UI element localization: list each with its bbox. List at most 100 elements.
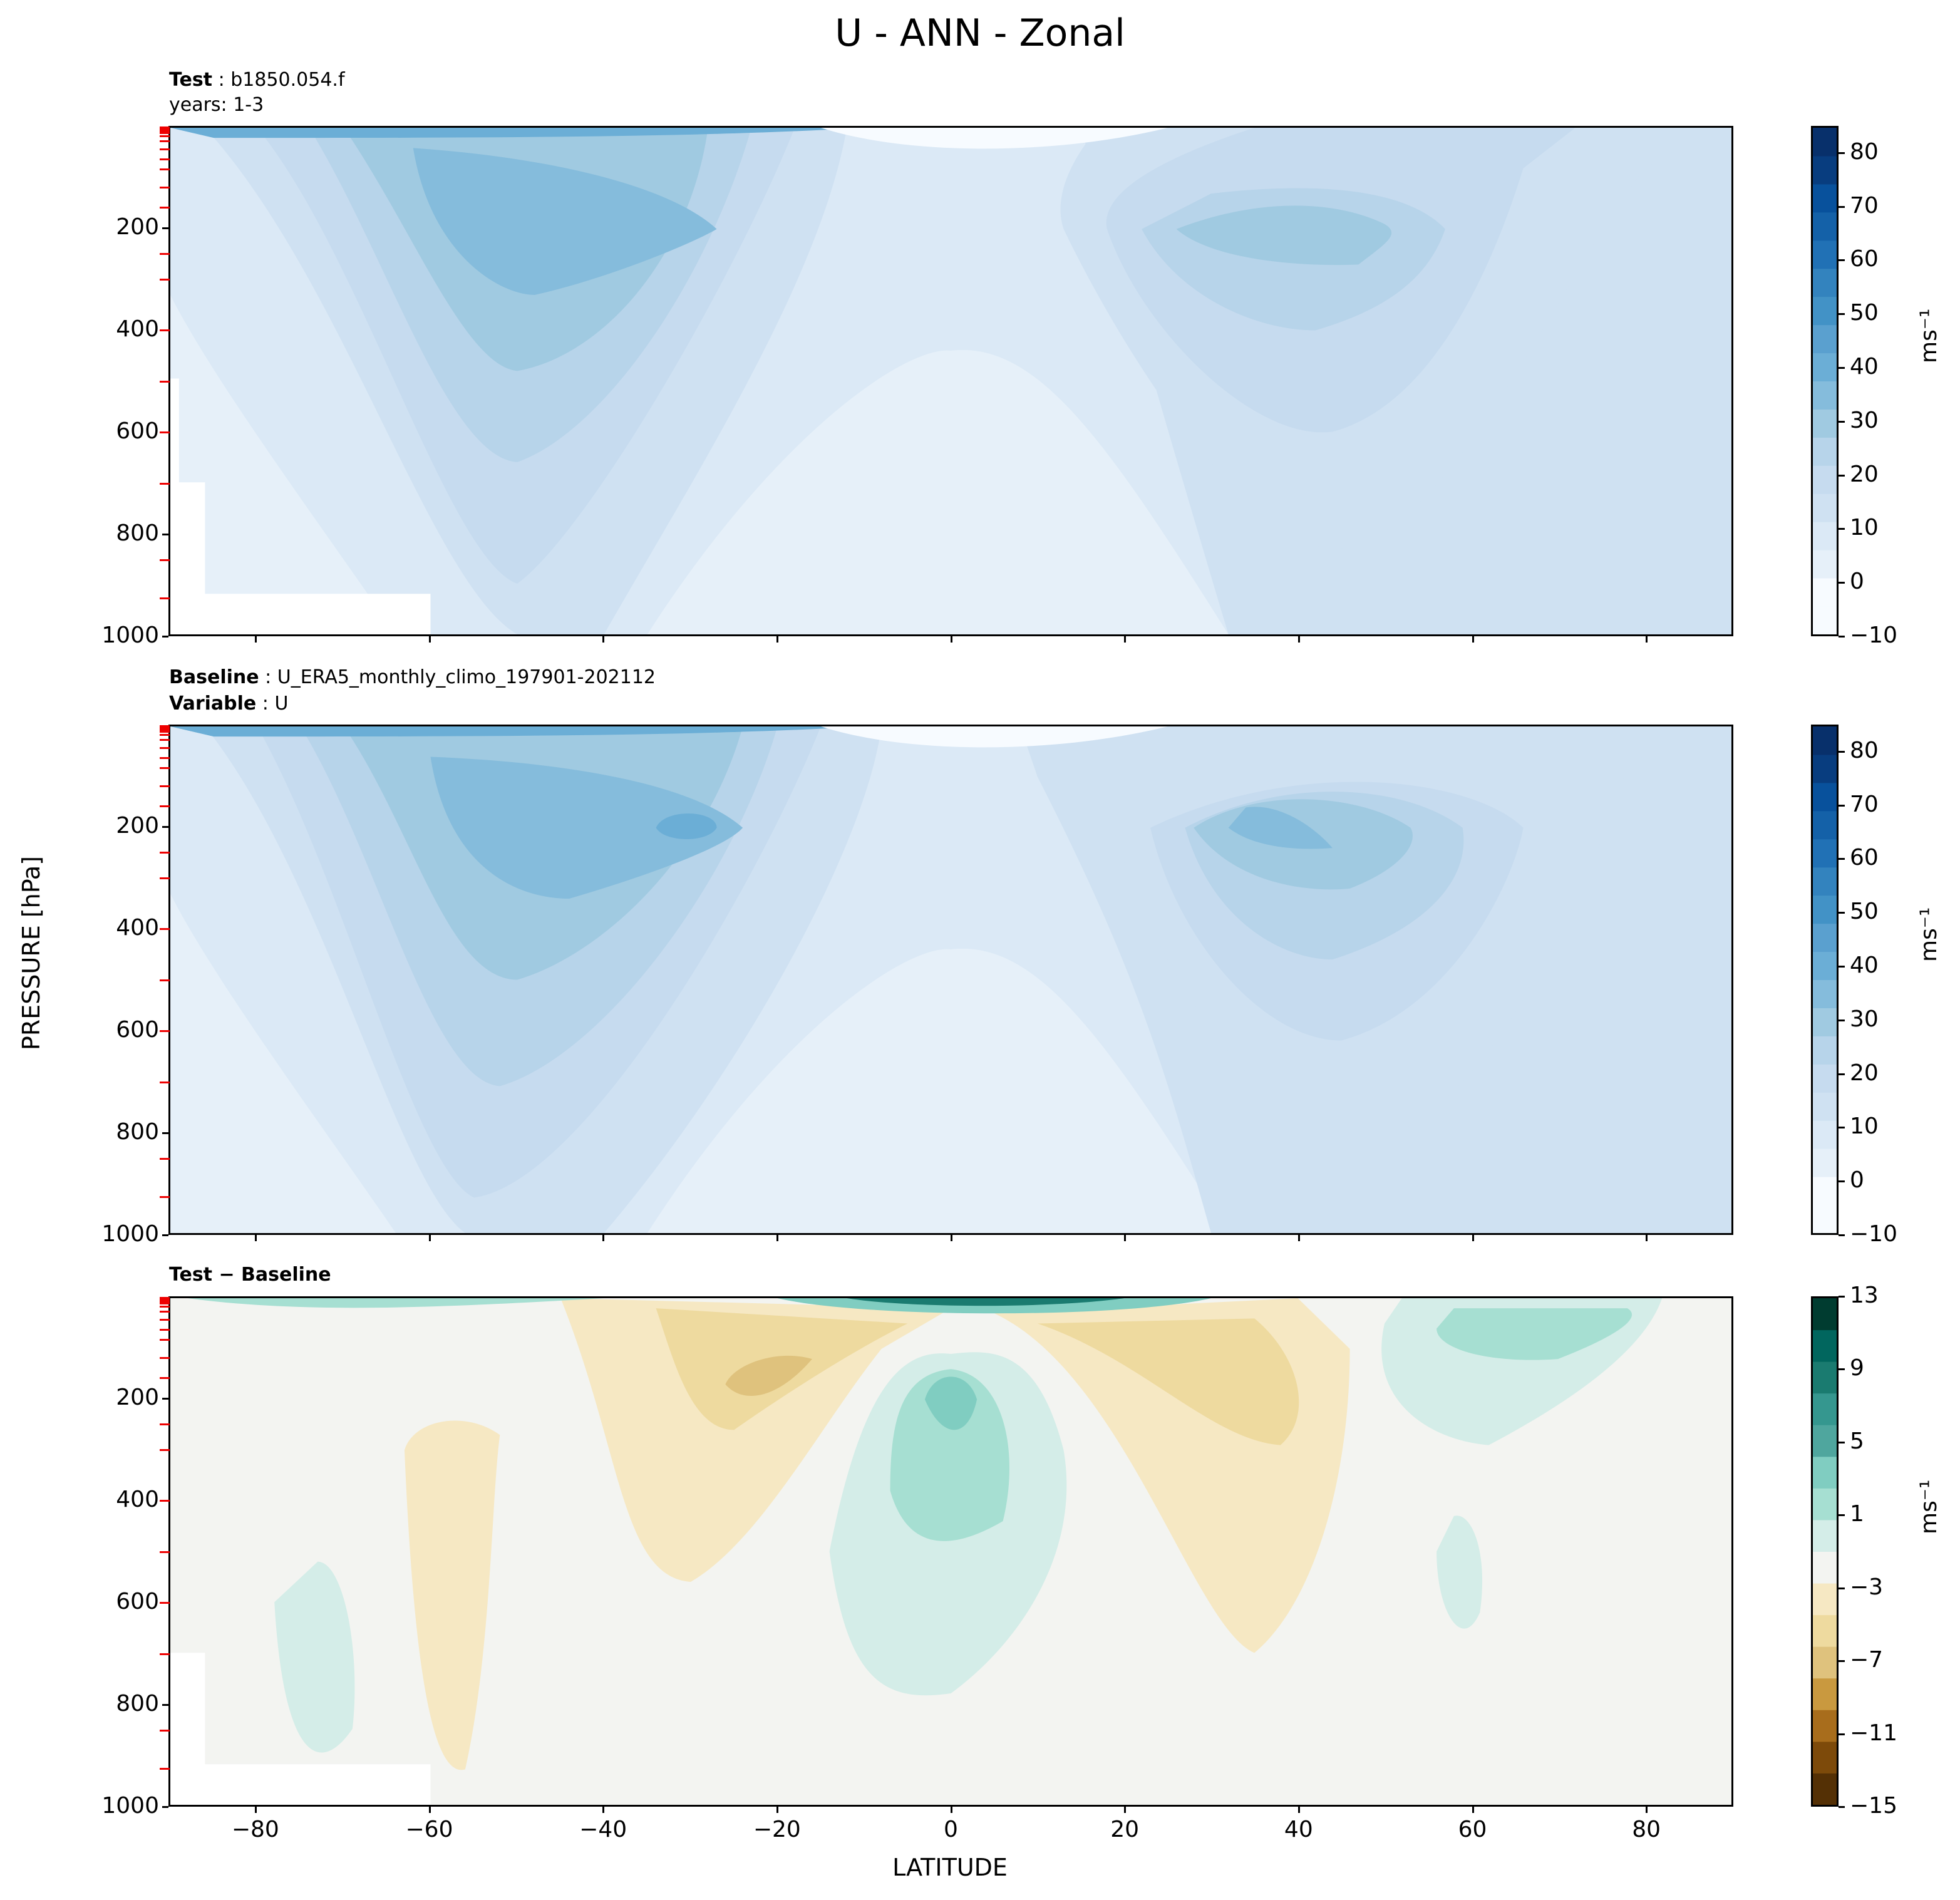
colorbar-band	[1813, 1519, 1837, 1552]
colorbar-band	[1813, 1120, 1837, 1149]
model-level-tick	[160, 1081, 170, 1083]
x-tick	[254, 1235, 257, 1241]
colorbar-tick	[1839, 858, 1845, 860]
model-level-tick	[160, 1328, 170, 1331]
y-tick-label: 400	[116, 316, 159, 342]
x-tick	[254, 636, 257, 643]
colorbar-tick	[1839, 1234, 1845, 1236]
model-level-tick	[160, 128, 170, 130]
y-tick	[162, 1132, 168, 1134]
model-level-tick	[160, 1767, 170, 1770]
colorbar-tick	[1839, 966, 1845, 968]
colorbar-band	[1813, 437, 1837, 466]
colorbar-band	[1813, 1773, 1837, 1805]
colorbar-band	[1813, 409, 1837, 438]
diff-contour-plot	[168, 1296, 1733, 1807]
pos-equatorial-peak	[924, 1376, 977, 1430]
wind-contours	[170, 128, 1731, 634]
x-tick	[1297, 1235, 1300, 1241]
colorbar-tick	[1839, 205, 1845, 208]
colorbar-tick-label: 70	[1850, 791, 1879, 817]
y-tick-label: 200	[116, 813, 159, 839]
colorbar-band	[1813, 1678, 1837, 1710]
baseline-label-text: U_ERA5_monthly_climo_197901-202112	[277, 666, 656, 688]
model-level-tick	[160, 731, 170, 733]
model-level-tick	[160, 127, 170, 130]
colorbar-gradient	[1813, 726, 1837, 1234]
x-tick	[1124, 1807, 1127, 1813]
y-tick-label: 600	[116, 418, 159, 444]
x-tick-label: −60	[405, 1817, 453, 1842]
model-level-tick	[160, 1448, 170, 1451]
colorbar-tick-label: 10	[1850, 515, 1879, 541]
colorbar-tick-label: 5	[1850, 1428, 1864, 1454]
colorbar-band	[1813, 578, 1837, 607]
colorbar-tick-label: −10	[1850, 1221, 1897, 1247]
model-level-tick	[160, 482, 170, 485]
model-level-tick	[160, 1339, 170, 1341]
x-tick	[1472, 1235, 1474, 1241]
model-level-tick	[160, 1298, 170, 1301]
colorbar-tick	[1839, 259, 1845, 262]
colorbar-tick	[1839, 804, 1845, 807]
model-level-tick	[160, 1306, 170, 1308]
model-level-tick	[160, 1303, 170, 1305]
model-level-tick	[160, 431, 170, 433]
y-tick-label: 400	[116, 915, 159, 941]
y-tick-label: 1000	[101, 622, 159, 648]
model-level-tick	[160, 1195, 170, 1198]
model-level-tick	[160, 278, 170, 281]
baseline-variable-sep: :	[256, 693, 275, 715]
model-level-tick	[160, 739, 170, 741]
colorbar-band	[1813, 754, 1837, 783]
x-tick	[428, 1235, 431, 1241]
model-level-tick	[160, 979, 170, 981]
colorbar-tick	[1839, 420, 1845, 423]
polar-south-weak	[170, 294, 396, 634]
colorbar-tick-label: 20	[1850, 1060, 1879, 1086]
model-level-tick	[160, 726, 170, 728]
y-tick-label: 800	[116, 1119, 159, 1145]
x-tick	[1646, 1807, 1648, 1813]
colorbar-band	[1813, 1064, 1837, 1093]
x-tick	[602, 1235, 605, 1241]
colorbar-tick-label: 50	[1850, 300, 1879, 326]
diff-contours	[170, 1298, 1731, 1805]
colorbar-band	[1813, 155, 1837, 185]
colorbar-tick-label: −10	[1850, 622, 1897, 648]
tropical-low-wind	[647, 349, 1229, 634]
model-level-tick	[160, 1301, 170, 1303]
y-tick	[162, 534, 168, 535]
x-tick	[1297, 1807, 1300, 1813]
colorbar-band	[1813, 522, 1837, 550]
test-years: years: 1-3	[169, 94, 264, 116]
x-tick-label: 80	[1632, 1817, 1661, 1842]
colorbar-tick	[1839, 474, 1845, 477]
colorbar-band	[1813, 212, 1837, 241]
model-level-tick	[160, 1030, 170, 1032]
colorbar-band	[1813, 128, 1837, 157]
y-axis-label: PRESSURE [hPa]	[18, 855, 45, 1051]
colorbar-tick-label: −3	[1850, 1574, 1884, 1600]
colorbar-band	[1813, 951, 1837, 980]
model-level-tick	[160, 1602, 170, 1604]
neg-south-subtropics	[560, 1298, 951, 1582]
colorbar-band	[1813, 381, 1837, 410]
southern-jet-level-4	[413, 148, 717, 295]
model-level-tick	[160, 140, 170, 143]
model-level-tick	[160, 1298, 170, 1300]
model-level-tick	[160, 135, 170, 138]
pos-north-streak	[1436, 1515, 1483, 1629]
colorbar-tick-label: 60	[1850, 246, 1879, 272]
y-tick-label: 800	[116, 1691, 159, 1717]
colorbar-tick	[1839, 1296, 1845, 1298]
model-level-tick	[160, 734, 170, 736]
colorbar-band	[1813, 1092, 1837, 1121]
baseline-colorbar-unit: ms⁻¹	[1916, 907, 1942, 962]
model-level-tick	[160, 148, 170, 150]
y-tick	[162, 227, 168, 229]
x-tick	[776, 1235, 778, 1241]
colorbar-band	[1813, 1393, 1837, 1425]
colorbar-tick	[1839, 912, 1845, 914]
baseline-variable-bold: Variable	[169, 693, 257, 715]
